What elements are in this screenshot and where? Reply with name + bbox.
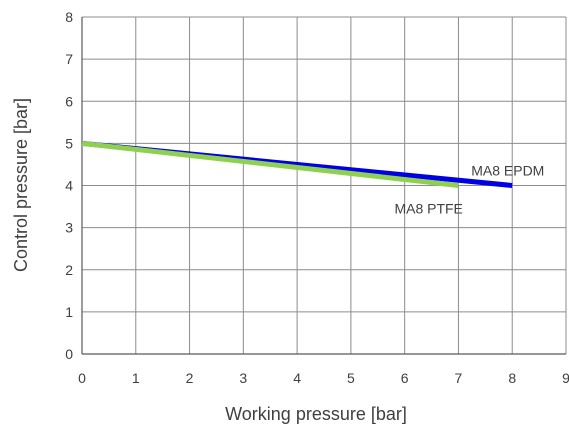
- x-tick-label: 1: [132, 370, 140, 386]
- grid: [81, 16, 567, 355]
- y-tick-label: 2: [65, 262, 73, 278]
- y-tick-labels: 0 1 2 3 4 5 6 7 8: [65, 9, 73, 362]
- y-tick-label: 6: [65, 93, 73, 109]
- x-tick-label: 2: [186, 370, 194, 386]
- x-tick-label: 6: [401, 370, 409, 386]
- x-tick-label: 7: [455, 370, 463, 386]
- series-label-1: MA8 PTFE: [394, 201, 462, 217]
- x-tick-label: 4: [293, 370, 301, 386]
- series-line-1: [81, 140, 459, 188]
- y-tick-label: 8: [65, 9, 73, 25]
- y-tick-label: 5: [65, 135, 73, 151]
- series-lines: [81, 140, 513, 188]
- x-axis-title: Working pressure [bar]: [225, 404, 407, 424]
- x-tick-label: 5: [347, 370, 355, 386]
- x-tick-labels: 0 1 2 3 4 5 6 7 8 9: [78, 370, 569, 386]
- y-tick-label: 1: [65, 304, 73, 320]
- x-tick-label: 9: [562, 370, 569, 386]
- y-tick-label: 4: [65, 178, 73, 194]
- y-tick-label: 3: [65, 220, 73, 236]
- x-tick-label: 8: [508, 370, 516, 386]
- x-tick-label: 3: [239, 370, 247, 386]
- y-tick-label: 7: [65, 51, 73, 67]
- y-tick-label: 0: [65, 346, 73, 362]
- x-tick-label: 0: [78, 370, 86, 386]
- series-label-0: MA8 EPDM: [471, 163, 544, 179]
- series-labels: MA8 EPDM MA8 PTFE: [394, 163, 544, 217]
- y-axis-title: Control pressure [bar]: [11, 98, 31, 272]
